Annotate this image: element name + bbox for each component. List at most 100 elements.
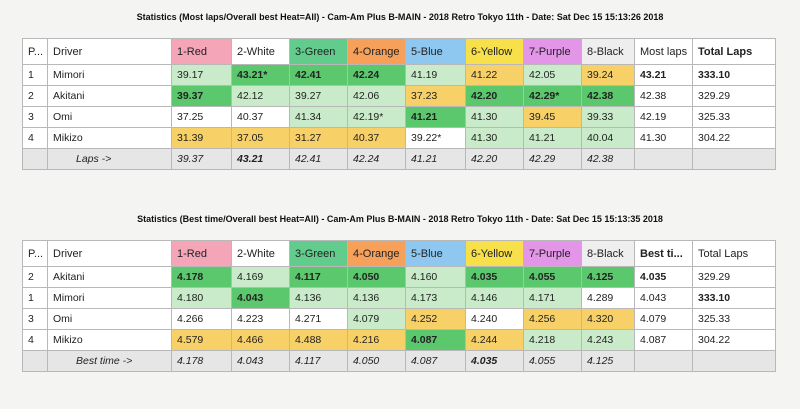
table-row[interactable]: 1 Mimori 39.17 43.21* 42.41 42.24 41.19 …	[22, 64, 776, 86]
col-8-black-header[interactable]: 8-Black	[581, 38, 635, 65]
lap-cell: 42.41	[289, 64, 348, 86]
time-cell: 4.180	[171, 287, 232, 309]
time-cell: 4.289	[581, 287, 635, 309]
header-row: P... Driver 1-Red 2-White 3-Green 4-Oran…	[22, 240, 776, 267]
time-cell: 4.216	[347, 329, 406, 351]
lap-cell: 39.45	[523, 106, 582, 128]
table-row[interactable]: 2 Akitani 39.37 42.12 39.27 42.06 37.23 …	[22, 85, 776, 107]
lap-cell: 42.29*	[523, 85, 582, 107]
time-cell: 4.079	[347, 308, 406, 330]
summary-cell: 42.24	[347, 148, 406, 170]
col-best-time-header[interactable]: Best ti...	[634, 240, 693, 267]
header-row: P... Driver 1-Red 2-White 3-Green 4-Oran…	[22, 38, 776, 65]
time-cell: 4.136	[347, 287, 406, 309]
col-5-blue-header[interactable]: 5-Blue	[405, 38, 466, 65]
time-cell: 4.146	[465, 287, 524, 309]
col-1-red-header[interactable]: 1-Red	[171, 38, 232, 65]
time-cell: 4.160	[405, 266, 466, 288]
total-laps-cell: 304.22	[692, 127, 776, 149]
lap-cell: 41.21	[405, 106, 466, 128]
time-cell: 4.178	[171, 266, 232, 288]
table-row[interactable]: 3 Omi 37.25 40.37 41.34 42.19* 41.21 41.…	[22, 106, 776, 128]
pos-cell: 1	[22, 287, 48, 309]
driver-cell: Omi	[47, 308, 172, 330]
time-cell: 4.117	[289, 266, 348, 288]
col-total-laps-header[interactable]: Total Laps	[692, 240, 776, 267]
summary-cell: 4.043	[231, 350, 290, 372]
lap-cell: 42.24	[347, 64, 406, 86]
most-laps-cell: 42.19	[634, 106, 693, 128]
lap-cell: 39.24	[581, 64, 635, 86]
table-row[interactable]: 4 Mikizo 31.39 37.05 31.27 40.37 39.22* …	[22, 127, 776, 149]
col-7-purple-header[interactable]: 7-Purple	[523, 240, 582, 267]
col-1-red-header[interactable]: 1-Red	[171, 240, 232, 267]
pos-cell: 3	[22, 106, 48, 128]
total-laps-cell: 304.22	[692, 329, 776, 351]
table2-title: Statistics (Best time/Overall best Heat=…	[137, 214, 663, 224]
lap-cell: 41.21	[523, 127, 582, 149]
lap-cell: 42.05	[523, 64, 582, 86]
lap-cell: 41.19	[405, 64, 466, 86]
col-3-green-header[interactable]: 3-Green	[289, 240, 348, 267]
lap-cell: 42.38	[581, 85, 635, 107]
col-2-white-header[interactable]: 2-White	[231, 240, 290, 267]
col-pos-header[interactable]: P...	[22, 38, 48, 65]
time-cell: 4.240	[465, 308, 524, 330]
lap-cell: 42.19*	[347, 106, 406, 128]
summary-blank	[634, 148, 693, 170]
most-laps-cell: 43.21	[634, 64, 693, 86]
total-laps-cell: 329.29	[692, 85, 776, 107]
time-cell: 4.171	[523, 287, 582, 309]
table-row[interactable]: 2 Akitani 4.178 4.169 4.117 4.050 4.160 …	[22, 266, 776, 288]
lap-cell: 39.22*	[405, 127, 466, 149]
col-7-purple-header[interactable]: 7-Purple	[523, 38, 582, 65]
time-cell: 4.050	[347, 266, 406, 288]
time-cell: 4.252	[405, 308, 466, 330]
summary-cell: 42.41	[289, 148, 348, 170]
driver-cell: Mimori	[47, 287, 172, 309]
summary-cell: 42.29	[523, 148, 582, 170]
lap-cell: 40.37	[347, 127, 406, 149]
lap-cell: 31.39	[171, 127, 232, 149]
col-driver-header[interactable]: Driver	[47, 38, 172, 65]
pos-cell: 4	[22, 127, 48, 149]
driver-cell: Mikizo	[47, 127, 172, 149]
time-cell: 4.271	[289, 308, 348, 330]
summary-blank	[634, 350, 693, 372]
col-8-black-header[interactable]: 8-Black	[581, 240, 635, 267]
best-time-table: P... Driver 1-Red 2-White 3-Green 4-Oran…	[22, 240, 776, 372]
table-row[interactable]: 3 Omi 4.266 4.223 4.271 4.079 4.252 4.24…	[22, 308, 776, 330]
col-4-orange-header[interactable]: 4-Orange	[347, 240, 406, 267]
col-pos-header[interactable]: P...	[22, 240, 48, 267]
col-6-yellow-header[interactable]: 6-Yellow	[465, 38, 524, 65]
summary-label: Best time ->	[47, 350, 172, 372]
time-cell: 4.087	[405, 329, 466, 351]
col-4-orange-header[interactable]: 4-Orange	[347, 38, 406, 65]
time-cell: 4.035	[465, 266, 524, 288]
col-2-white-header[interactable]: 2-White	[231, 38, 290, 65]
summary-blank	[22, 350, 48, 372]
lap-cell: 41.34	[289, 106, 348, 128]
summary-cell: 39.37	[171, 148, 232, 170]
lap-cell: 41.22	[465, 64, 524, 86]
table-row[interactable]: 1 Mimori 4.180 4.043 4.136 4.136 4.173 4…	[22, 287, 776, 309]
lap-cell: 39.27	[289, 85, 348, 107]
lap-cell: 43.21*	[231, 64, 290, 86]
driver-cell: Akitani	[47, 266, 172, 288]
summary-cell: 4.087	[405, 350, 466, 372]
lap-cell: 37.23	[405, 85, 466, 107]
col-driver-header[interactable]: Driver	[47, 240, 172, 267]
col-6-yellow-header[interactable]: 6-Yellow	[465, 240, 524, 267]
col-total-laps-header[interactable]: Total Laps	[692, 38, 776, 65]
best-time-cell: 4.043	[634, 287, 693, 309]
time-cell: 4.488	[289, 329, 348, 351]
col-most-laps-header[interactable]: Most laps	[634, 38, 693, 65]
pos-cell: 3	[22, 308, 48, 330]
time-cell: 4.125	[581, 266, 635, 288]
col-5-blue-header[interactable]: 5-Blue	[405, 240, 466, 267]
driver-cell: Omi	[47, 106, 172, 128]
table-row[interactable]: 4 Mikizo 4.579 4.466 4.488 4.216 4.087 4…	[22, 329, 776, 351]
lap-cell: 40.37	[231, 106, 290, 128]
summary-cell: 4.055	[523, 350, 582, 372]
col-3-green-header[interactable]: 3-Green	[289, 38, 348, 65]
